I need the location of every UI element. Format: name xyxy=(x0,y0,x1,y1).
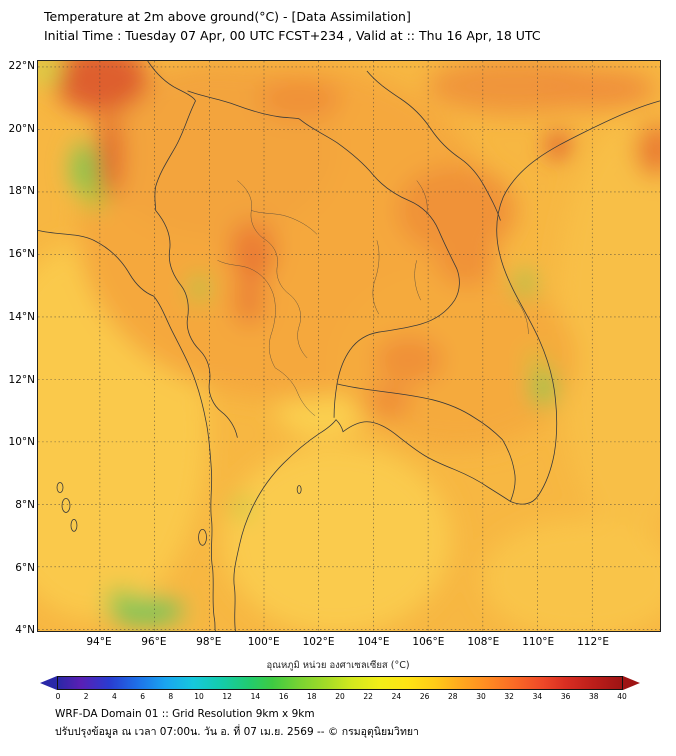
lat-tick-label: 14°N xyxy=(8,310,35,323)
colorbar-left-arrow xyxy=(40,676,57,690)
province-border xyxy=(414,260,421,301)
lat-tick-label: 4°N xyxy=(15,624,35,637)
lon-tick-label: 94°E xyxy=(86,636,112,648)
colorbar-tick-label: 20 xyxy=(335,692,345,701)
colorbar-tick-label: 14 xyxy=(250,692,261,701)
domain-info: WRF-DA Domain 01 :: Grid Resolution 9km … xyxy=(55,708,315,720)
border-cambodia-vietnam xyxy=(502,439,516,502)
lon-tick-label: 102°E xyxy=(302,636,335,648)
colorbar-tick-label: 0 xyxy=(55,692,61,701)
colorbar-label: อุณหภูมิ หน่วย องศาเซลเซียส (°C) xyxy=(266,660,410,671)
page-subtitle: Initial Time : Tuesday 07 Apr, 00 UTC FC… xyxy=(44,28,541,43)
border-cambodia-north xyxy=(336,383,503,440)
island xyxy=(198,528,207,546)
colorbar-tick-label: 28 xyxy=(448,692,458,701)
colorbar-tick-label: 22 xyxy=(363,692,373,701)
colorbar-tick-label: 4 xyxy=(112,692,117,701)
political-boundaries xyxy=(38,61,660,631)
lon-tick-label: 112°E xyxy=(577,636,610,648)
footer: WRF-DA Domain 01 :: Grid Resolution 9km … xyxy=(55,705,419,741)
colorbar-tick-label: 32 xyxy=(504,692,514,701)
coastline-gulf-vietnam xyxy=(233,100,660,631)
colorbar-gradient: 0 2 4 6 8 10 12 14 16 18 20 22 24 26 28 30 32 34 36 38 40 xyxy=(56,676,627,701)
weather-map xyxy=(37,60,661,632)
update-info: ปรับปรุงข้อมูล ณ เวลา 07:00น. วัน อ. ที่… xyxy=(55,726,419,738)
province-border xyxy=(263,238,290,295)
lat-tick-label: 22°N xyxy=(8,60,35,72)
coastline-west-peninsula xyxy=(153,295,216,631)
lon-tick-label: 110°E xyxy=(522,636,555,648)
lon-tick-label: 108°E xyxy=(467,636,500,648)
colorbar-tick-label: 2 xyxy=(83,692,89,701)
coastline-andaman xyxy=(38,230,154,297)
temperature-field xyxy=(38,61,660,631)
island xyxy=(56,482,64,493)
header: Temperature at 2m above ground(°C) - [Da… xyxy=(44,7,541,45)
colorbar-tick-label: 10 xyxy=(194,692,204,701)
island xyxy=(70,518,78,532)
lat-tick-label: 6°N xyxy=(15,561,35,574)
province-border xyxy=(217,260,274,295)
lat-tick-label: 20°N xyxy=(8,122,35,135)
lon-tick-label: 104°E xyxy=(357,636,390,648)
lat-tick-label: 8°N xyxy=(15,498,35,511)
lon-tick-label: 96°E xyxy=(141,636,167,648)
colorbar-right-arrow xyxy=(623,676,640,690)
lon-tick-label: 106°E xyxy=(412,636,445,648)
colorbar-tick-label: 6 xyxy=(140,692,145,701)
colorbar-tick-label: 24 xyxy=(391,692,402,701)
border-laos-vietnam xyxy=(366,70,501,221)
border-myanmar-thailand xyxy=(154,100,238,438)
province-border xyxy=(416,180,428,215)
border-thailand-laos xyxy=(298,118,460,418)
border-china-north xyxy=(187,90,300,120)
lat-tick-label: 16°N xyxy=(8,248,35,261)
province-border xyxy=(268,294,276,369)
colorbar-tick-label: 26 xyxy=(419,692,430,701)
colorbar-tick-label: 18 xyxy=(307,692,317,701)
island xyxy=(61,498,71,513)
colorbar-tick-label: 36 xyxy=(560,692,571,701)
province-border xyxy=(372,240,380,315)
colorbar-tick-label: 40 xyxy=(617,692,627,701)
province-border xyxy=(251,210,318,235)
lon-tick-label: 100°E xyxy=(247,636,280,648)
border-myanmar-china xyxy=(147,61,196,102)
province-border xyxy=(289,293,308,359)
colorbar-tick-label: 12 xyxy=(222,692,232,701)
island xyxy=(296,485,302,494)
lon-tick-label: 98°E xyxy=(196,636,222,648)
map-svg xyxy=(38,61,660,631)
colorbar-tick-label: 8 xyxy=(168,692,174,701)
lat-tick-label: 10°N xyxy=(8,436,35,449)
colorbar-tick-label: 34 xyxy=(532,692,543,701)
province-border xyxy=(275,367,316,416)
colorbar-tick-label: 38 xyxy=(589,692,599,701)
colorbar-tick-label: 16 xyxy=(278,692,289,701)
province-border xyxy=(516,300,529,335)
lat-tick-label: 18°N xyxy=(8,185,35,198)
lat-tick-label: 12°N xyxy=(8,373,35,386)
colorbar: 0 2 4 6 8 10 12 14 16 18 20 22 24 26 28 30 32 34 36 38 40 xyxy=(40,676,640,701)
colorbar-tick-label: 30 xyxy=(476,692,486,701)
page-title: Temperature at 2m above ground(°C) - [Da… xyxy=(44,9,411,24)
